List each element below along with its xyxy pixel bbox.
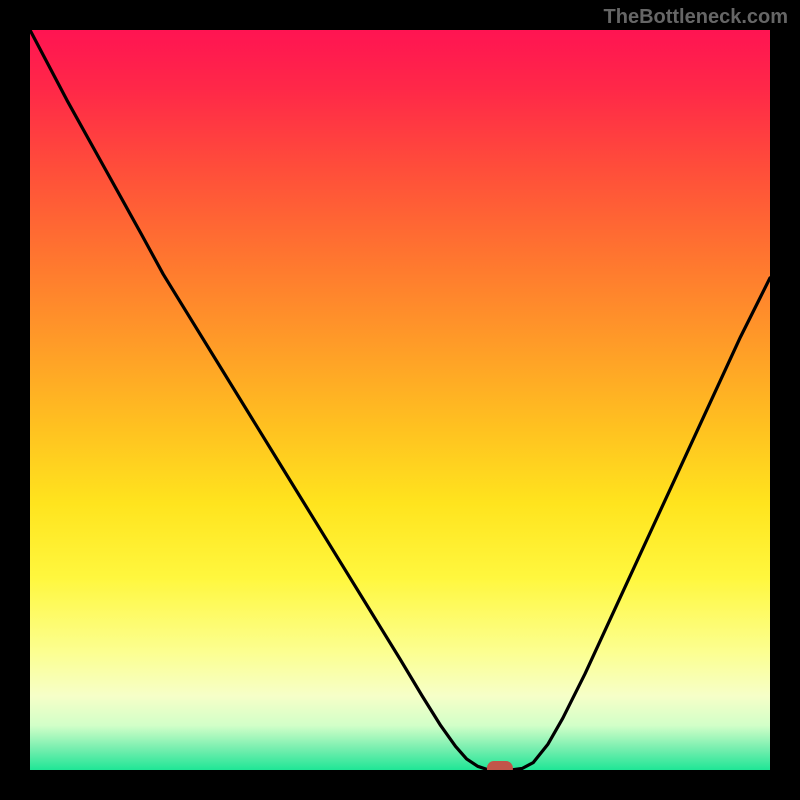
- chart-container: TheBottleneck.com: [0, 0, 800, 800]
- watermark-text: TheBottleneck.com: [604, 6, 788, 29]
- bottleneck-chart: [0, 0, 800, 800]
